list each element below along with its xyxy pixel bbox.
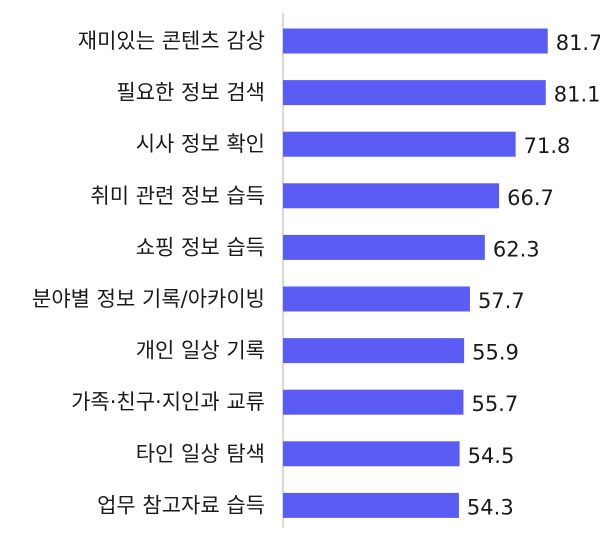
bar-value-label: 81.7 xyxy=(556,31,600,55)
bar xyxy=(283,389,464,415)
category-label: 재미있는 콘텐츠 감상 xyxy=(78,29,265,53)
category-label: 분야별 정보 기록/아카이빙 xyxy=(32,287,265,311)
bar xyxy=(283,28,548,54)
category-label: 타인 일상 탐색 xyxy=(136,442,265,466)
value-labels: 81.7 81.1 71.8 66.7 62.3 57.7 55.9 55.7 54.5 54.3 xyxy=(467,31,600,519)
category-label: 업무 참고자료 습득 xyxy=(97,493,265,517)
bar xyxy=(283,234,485,260)
bar xyxy=(283,441,460,467)
bar-value-label: 55.9 xyxy=(472,341,519,365)
bar-value-label: 81.1 xyxy=(554,83,600,107)
category-label: 쇼핑 정보 습득 xyxy=(136,235,265,259)
bar-value-label: 62.3 xyxy=(493,237,540,261)
bar xyxy=(283,338,465,364)
bar xyxy=(283,183,500,209)
category-label: 개인 일상 기록 xyxy=(136,339,265,363)
category-label: 시사 정보 확인 xyxy=(136,132,265,156)
bar-value-label: 54.3 xyxy=(467,495,514,519)
bar-value-label: 71.8 xyxy=(524,134,571,158)
category-label: 필요한 정보 검색 xyxy=(116,81,265,105)
bar-value-label: 54.5 xyxy=(468,444,515,468)
bars xyxy=(283,28,548,518)
bar xyxy=(283,286,470,312)
category-label: 취미 관련 정보 습득 xyxy=(90,184,265,208)
bar xyxy=(283,80,546,106)
bar xyxy=(283,492,459,518)
bar xyxy=(283,131,516,157)
bar-value-label: 66.7 xyxy=(507,186,554,210)
bar-value-label: 57.7 xyxy=(478,289,525,313)
category-label: 가족·친구·지인과 교류 xyxy=(71,390,265,414)
bar-value-label: 55.7 xyxy=(471,392,518,416)
